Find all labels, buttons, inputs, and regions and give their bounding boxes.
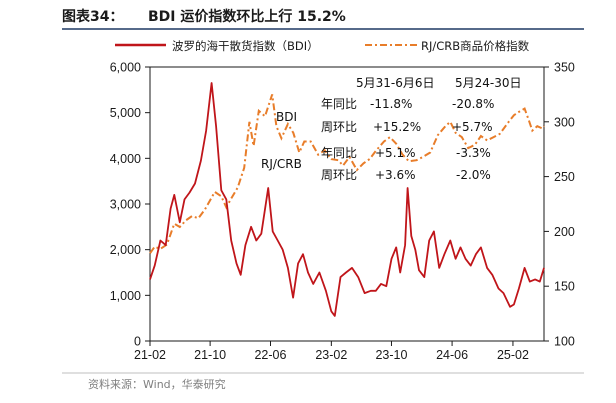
y-right-tick-label: 250 (554, 170, 575, 184)
x-tick-label: 23-10 (375, 348, 407, 362)
x-tick-label: 21-10 (194, 348, 226, 362)
y-left-tick-label: 3,000 (110, 198, 141, 212)
source-note: 资料来源：Wind，华泰研究 (88, 377, 226, 391)
x-tick-label: 24-06 (436, 348, 468, 362)
anno-bdi-yoy-label: 年同比 (321, 97, 357, 111)
anno-crb-wow-current: +3.6% (375, 168, 416, 182)
x-tick-label: 23-02 (315, 348, 347, 362)
anno-crb-wow-prev: -2.0% (456, 168, 491, 182)
y-left-tick-label: 2,000 (110, 243, 141, 257)
y-axis-right: 100 150 200 250 300 350 (544, 61, 575, 349)
x-axis: 21-02 21-10 22-06 23-02 23-10 24-06 25-02 (134, 341, 529, 362)
y-right-tick-label: 150 (554, 280, 575, 294)
anno-bdi-wow-prev: +5.7% (452, 120, 493, 134)
anno-group-crb: RJ/CRB (261, 157, 302, 171)
y-right-tick-label: 350 (554, 61, 575, 75)
y-axis-left: 0 1,000 2,000 3,000 4,000 5,000 6,000 (110, 61, 150, 349)
y-left-tick-label: 4,000 (110, 152, 141, 166)
anno-col-header-2: 5月24-30日 (455, 76, 522, 90)
anno-bdi-wow-current: +15.2% (373, 120, 421, 134)
legend-crb-label: RJ/CRB商品价格指数 (421, 39, 530, 53)
anno-crb-yoy-current: +5.1% (375, 146, 416, 160)
anno-crb-wow-label: 周环比 (321, 168, 357, 182)
rjcrb-series-line (149, 94, 545, 254)
y-left-tick-label: 0 (134, 335, 141, 349)
y-right-tick-label: 100 (554, 335, 575, 349)
x-tick-label: 25-02 (497, 348, 529, 362)
x-tick-label: 21-02 (134, 348, 166, 362)
figure-label: 图表34： (62, 8, 123, 25)
anno-bdi-yoy-current: -11.8% (370, 97, 412, 111)
anno-group-bdi: BDI (276, 110, 297, 124)
anno-crb-yoy-label: 年同比 (321, 146, 357, 160)
legend-bdi-label: 波罗的海干散货指数（BDI） (172, 39, 319, 53)
y-left-tick-label: 5,000 (110, 106, 141, 120)
chart-title: BDI 运价指数环比上行 15.2% (148, 8, 346, 25)
anno-bdi-yoy-prev: -20.8% (452, 97, 494, 111)
y-right-tick-label: 300 (554, 115, 575, 129)
y-left-tick-label: 1,000 (110, 289, 141, 303)
y-right-tick-label: 200 (554, 225, 575, 239)
anno-col-header-1: 5月31-6月6日 (356, 76, 435, 90)
anno-bdi-wow-label: 周环比 (321, 120, 357, 134)
x-tick-label: 22-06 (254, 348, 286, 362)
y-left-tick-label: 6,000 (110, 61, 141, 75)
legend: 波罗的海干散货指数（BDI） RJ/CRB商品价格指数 (115, 39, 530, 53)
annotation-table: 5月31-6月6日 5月24-30日 BDI 年同比 -11.8% -20.8%… (261, 76, 522, 182)
bdi-series-line (149, 82, 545, 317)
anno-crb-yoy-prev: -3.3% (456, 146, 491, 160)
